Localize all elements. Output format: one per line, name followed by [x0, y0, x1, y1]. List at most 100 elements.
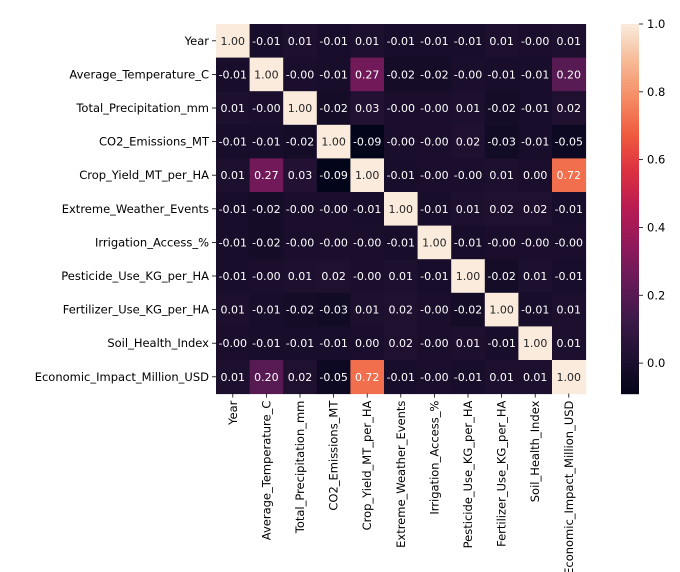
cell-value-label: -0.01: [387, 169, 415, 182]
heatmap-cell: [552, 158, 587, 193]
cell-value-label: -0.01: [387, 35, 415, 48]
colorbar-gradient-slice: [621, 310, 639, 315]
colorbar-gradient-slice: [621, 224, 639, 228]
colorbar-gradient-slice: [621, 141, 639, 145]
heatmap-cell: [384, 225, 419, 260]
cell-value-label: -0.00: [387, 102, 415, 115]
cell-value-label: 0.20: [557, 68, 582, 81]
cell-value-label: -0.01: [319, 35, 347, 48]
cell-value-label: 0.02: [389, 304, 414, 317]
heatmap-cell: [283, 292, 318, 327]
heatmap-cell: [350, 292, 385, 327]
cell-value-label: 0.02: [288, 371, 313, 384]
cell-value-label: -0.02: [387, 68, 415, 81]
colorbar-gradient-slice: [621, 137, 639, 142]
colorbar-gradient-slice: [621, 181, 639, 185]
cell-value-label: 1.00: [456, 270, 481, 283]
y-tick-label: Fertilizer_Use_KG_per_HA: [63, 303, 209, 317]
heatmap-cell: [451, 360, 486, 395]
colorbar-gradient-slice: [621, 347, 639, 352]
x-tick-label: Crop_Yield_MT_per_HA: [360, 400, 374, 530]
cell-value-label: -0.01: [387, 371, 415, 384]
y-tick-labels: Year Average_Temperature_C Total_Precipita…: [35, 34, 216, 384]
heatmap-cell: [552, 360, 587, 395]
cell-value-label: 0.20: [254, 371, 279, 384]
cell-value-label: -0.01: [420, 270, 448, 283]
cell-value-label: -0.01: [521, 68, 549, 81]
y-tick-label: Average_Temperature_C: [69, 67, 209, 81]
heatmap-cell: [484, 158, 519, 193]
cell-value-label: -0.02: [420, 68, 448, 81]
heatmap-cell: [316, 124, 351, 159]
cell-value-label: 0.00: [523, 169, 548, 182]
heatmap-cell: [484, 326, 519, 361]
heatmap-cell: [316, 360, 351, 395]
cell-value-label: 0.00: [355, 337, 380, 350]
cell-value-label: -0.01: [319, 337, 347, 350]
colorbar-gradient-slice: [621, 36, 639, 40]
heatmap-cell: [216, 91, 251, 126]
heatmap-cell: [417, 360, 452, 395]
heatmap-cell: [249, 24, 284, 59]
cell-value-label: -0.00: [420, 337, 448, 350]
heatmap-cell: [216, 57, 251, 92]
cell-value-label: 0.01: [557, 35, 582, 48]
heatmap-cell: [283, 24, 318, 59]
colorbar-gradient-slice: [621, 328, 639, 333]
cell-value-label: 0.72: [355, 371, 380, 384]
cell-value-label: 1.00: [288, 102, 313, 115]
heatmap-cell: [518, 326, 553, 361]
cell-value-label: -0.00: [420, 136, 448, 149]
colorbar-gradient-slice: [621, 350, 639, 355]
cell-value-label: 1.00: [254, 68, 279, 81]
heatmap-cell: [384, 259, 419, 294]
heatmap-cell: [384, 326, 419, 361]
heatmap-cell: [283, 360, 318, 395]
cell-value-label: -0.00: [286, 236, 314, 249]
x-tick-label: Total_Precipitation_mm: [293, 401, 307, 535]
colorbar-gradient-slice: [621, 33, 639, 37]
cell-value-label: -0.01: [487, 68, 515, 81]
colorbar-gradient-slice: [621, 298, 639, 302]
heatmap-cell: [249, 91, 284, 126]
colorbar-gradient-slice: [621, 288, 639, 293]
colorbar-gradient-slice: [621, 97, 639, 102]
colorbar-gradient-slice: [621, 239, 639, 244]
cell-value-label: -0.02: [286, 304, 314, 317]
colorbar-tick-label: 0.6: [647, 153, 665, 167]
heatmap-cell: [451, 124, 486, 159]
cell-value-label: -0.02: [286, 136, 314, 149]
heatmap-cell: [384, 91, 419, 126]
cell-value-label: 0.01: [355, 35, 380, 48]
cell-value-label: 0.72: [557, 169, 582, 182]
cell-value-label: 0.27: [254, 169, 279, 182]
heatmap-cell: [316, 24, 351, 59]
cell-value-label: -0.01: [219, 203, 247, 216]
cell-value-label: 0.02: [557, 102, 582, 115]
cell-value-label: -0.03: [487, 136, 515, 149]
cell-value-label: -0.01: [555, 203, 583, 216]
colorbar-gradient-slice: [621, 248, 639, 253]
heatmap-cell: [316, 192, 351, 227]
colorbar-gradient-slice: [621, 122, 639, 127]
cell-value-label: 0.01: [288, 35, 313, 48]
heatmap-cell: [384, 57, 419, 92]
y-tick-label: Year: [184, 34, 210, 48]
cell-value-label: -0.01: [420, 35, 448, 48]
colorbar-gradient-slice: [621, 82, 639, 87]
colorbar-gradient-slice: [621, 211, 639, 216]
colorbar-gradient-slice: [621, 270, 639, 275]
heatmap-cell: [518, 259, 553, 294]
heatmap-cell: [417, 124, 452, 159]
heatmap-cell: [518, 124, 553, 159]
colorbar-gradient-slice: [621, 390, 639, 395]
colorbar-gradient-slice: [621, 113, 639, 117]
colorbar-gradient-slice: [621, 214, 639, 219]
colorbar-gradient-slice: [621, 153, 639, 158]
colorbar-gradient-slice: [621, 199, 639, 204]
heatmap-cell: [350, 158, 385, 193]
heatmap-cell: [518, 158, 553, 193]
cell-value-label: -0.01: [252, 35, 280, 48]
heatmap-cell: [484, 259, 519, 294]
cell-value-label: -0.01: [252, 304, 280, 317]
